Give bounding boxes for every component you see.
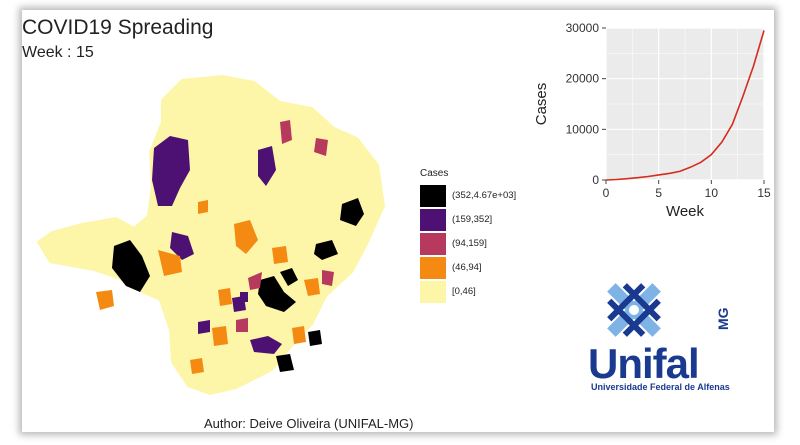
region-purple — [258, 146, 276, 186]
state-map — [36, 74, 386, 396]
week-label: Week : 15 — [22, 44, 94, 61]
cases-line-chart: 0 10000 20000 30000 0 5 10 15 Week Cases — [533, 21, 771, 220]
region-orange — [158, 250, 182, 276]
page-title: COVID19 Spreading — [22, 16, 214, 39]
legend-swatch — [420, 233, 446, 255]
region-orange — [234, 220, 258, 254]
region-orange — [212, 326, 228, 346]
logo-wordmark: Unifal — [588, 340, 700, 387]
author-credit: Author: Deive Oliveira (UNIFAL-MG) — [204, 416, 414, 431]
region-purple — [250, 336, 282, 354]
legend-label: (46,94] — [452, 262, 482, 273]
region-rose — [280, 120, 292, 144]
y-tick-label: 10000 — [566, 122, 600, 136]
figure-frame: COVID19 Spreading Week : 15 — [22, 10, 774, 432]
legend-title: Cases — [420, 168, 449, 179]
region-orange — [218, 288, 232, 306]
region-black — [314, 240, 338, 260]
y-tick-label: 0 — [592, 173, 599, 187]
legend-swatch — [420, 185, 446, 207]
x-tick-label: 15 — [757, 186, 771, 200]
series-line — [605, 30, 765, 181]
region-black — [258, 276, 296, 312]
region-rose — [314, 138, 328, 156]
region-orange — [96, 290, 114, 310]
logo-subtitle: Universidade Federal de Alfenas — [591, 382, 730, 392]
legend-label: (352,4.67e+03] — [452, 190, 517, 201]
region-orange — [198, 200, 208, 214]
legend-swatch — [420, 257, 446, 279]
logo-suffix: MG — [715, 307, 731, 330]
x-tick-label: 0 — [603, 186, 610, 200]
x-tick-label: 5 — [655, 186, 662, 200]
legend-swatch — [420, 281, 446, 303]
region-black — [308, 330, 322, 346]
region-dark-purple — [152, 136, 190, 206]
region-orange — [292, 326, 306, 344]
state-outline — [36, 74, 386, 396]
region-orange — [190, 358, 204, 374]
unifal-logo-icon — [607, 283, 661, 337]
y-tick-label: 30000 — [566, 21, 600, 35]
legend-label: [0,46] — [452, 286, 476, 297]
region-rose — [248, 272, 262, 290]
region-black — [340, 198, 364, 226]
region-black — [276, 354, 294, 372]
region-rose — [322, 270, 334, 286]
y-axis-title: Cases — [533, 83, 550, 126]
legend-swatch — [420, 209, 446, 231]
x-axis-title: Week — [666, 203, 705, 220]
legend-label: (159,352] — [452, 214, 493, 225]
region-orange — [304, 278, 320, 296]
region-purple — [198, 320, 210, 334]
region-black — [280, 268, 298, 286]
region-rose — [236, 318, 248, 332]
map-regions — [96, 120, 364, 374]
region-purple — [240, 292, 248, 302]
y-tick-label: 20000 — [566, 72, 600, 86]
x-tick-label: 10 — [705, 186, 719, 200]
region-black — [112, 240, 150, 292]
region-orange — [272, 246, 288, 264]
region-purple — [170, 232, 194, 260]
legend-label: (94,159] — [452, 238, 487, 249]
